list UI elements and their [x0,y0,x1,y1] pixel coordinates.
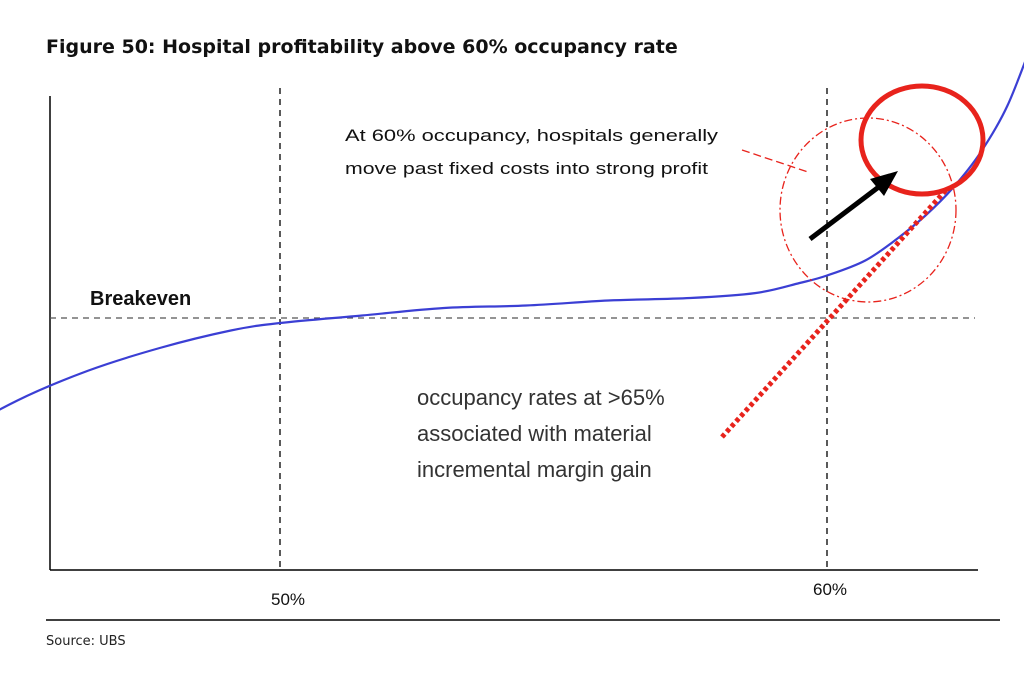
x-tick-label-60: 60% [813,580,847,599]
profitability-curve [0,61,1024,411]
annotation-1-line-1: At 60% occupancy, hospitals generally [345,126,719,145]
annotation-2-line-1: occupancy rates at >65% [417,385,665,410]
breakeven-label: Breakeven [90,288,191,310]
red-highlight-circle [858,83,986,197]
x-tick-label-50: 50% [271,590,305,609]
annotation-2-line-2: associated with material [417,421,652,446]
dotted-red-pointer [720,188,948,439]
arrow-head-icon [870,171,898,196]
figure-title: Figure 50: Hospital profitability above … [46,36,678,58]
source-note: Source: UBS [46,634,126,649]
arrow-shaft [808,184,882,241]
annotation-2-line-3: incremental margin gain [417,457,652,482]
annotation-1-line-2: move past fixed costs into strong profit [345,159,708,178]
